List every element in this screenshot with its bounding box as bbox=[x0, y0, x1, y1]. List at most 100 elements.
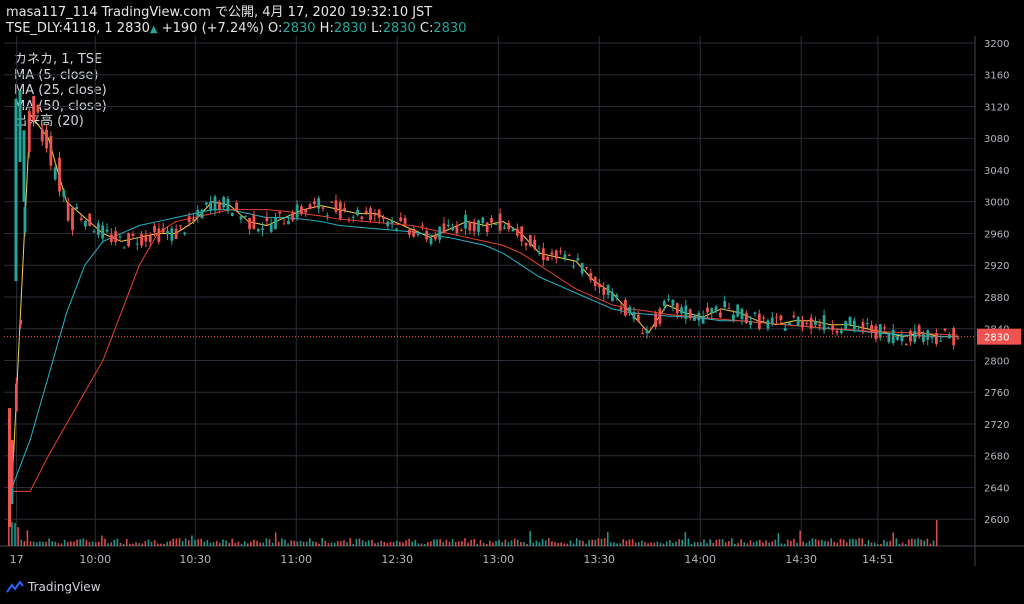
candle-body bbox=[377, 209, 381, 218]
volume-bar bbox=[324, 540, 327, 546]
volume-bar bbox=[200, 538, 203, 546]
volume-bar bbox=[504, 539, 507, 546]
last-price: 2830 bbox=[116, 21, 150, 36]
volume-bar bbox=[476, 543, 479, 546]
volume-bar bbox=[327, 543, 330, 546]
ma-line bbox=[11, 113, 958, 488]
volume-bar bbox=[911, 538, 913, 546]
candle-body bbox=[148, 235, 152, 242]
candle-body bbox=[671, 299, 675, 306]
volume-bar bbox=[433, 539, 435, 546]
volume-bar bbox=[194, 540, 196, 546]
candle-body bbox=[343, 208, 347, 211]
volume-bar bbox=[551, 541, 553, 546]
volume-bar bbox=[675, 541, 677, 546]
volume-bar bbox=[600, 538, 603, 546]
candle-body bbox=[127, 233, 131, 247]
volume-bar bbox=[864, 543, 867, 546]
volume-bar bbox=[253, 539, 255, 546]
candle-body bbox=[433, 234, 437, 240]
candle-body bbox=[347, 219, 351, 221]
volume-bar bbox=[448, 541, 451, 546]
volume-bar bbox=[563, 543, 566, 546]
volume-bar bbox=[681, 539, 684, 546]
volume-bar bbox=[842, 539, 845, 546]
volume-bar bbox=[582, 540, 584, 546]
legend-ma25[interactable]: MA (25, close) bbox=[14, 83, 107, 98]
volume-bar bbox=[628, 539, 631, 546]
volume-bar bbox=[374, 543, 376, 546]
legend-symbol[interactable]: カネカ, 1, TSE bbox=[14, 52, 103, 67]
volume-bar bbox=[451, 539, 454, 546]
candle-body bbox=[105, 229, 109, 232]
candle-body bbox=[602, 287, 606, 295]
volume-bar bbox=[361, 540, 364, 546]
candle-body bbox=[10, 482, 14, 504]
candle-body bbox=[511, 228, 515, 232]
candle-body bbox=[84, 220, 87, 227]
volume-bar bbox=[321, 538, 324, 546]
volume-bar bbox=[597, 538, 600, 546]
volume-bar bbox=[709, 539, 711, 546]
candle-body bbox=[585, 267, 588, 269]
candle-body bbox=[503, 227, 506, 229]
candle-body bbox=[844, 321, 848, 329]
volume-bar bbox=[377, 542, 379, 546]
candle-body bbox=[287, 220, 290, 225]
volume-bar bbox=[541, 538, 544, 546]
candle-body bbox=[766, 320, 770, 329]
candle-body bbox=[75, 207, 79, 209]
volume-bar bbox=[371, 539, 373, 546]
candle-body bbox=[356, 209, 359, 216]
volume-bar bbox=[333, 542, 336, 546]
volume-bar bbox=[712, 542, 715, 546]
volume-bar bbox=[26, 530, 29, 546]
candle-body bbox=[654, 313, 658, 328]
candle-body bbox=[628, 307, 632, 313]
y-tick-label: 3080 bbox=[984, 134, 1009, 145]
volume-bar bbox=[479, 540, 482, 546]
candle-body bbox=[8, 408, 11, 528]
candle-body bbox=[36, 105, 40, 113]
volume-bar bbox=[386, 543, 389, 546]
volume-bar bbox=[312, 541, 314, 546]
candle-body bbox=[179, 225, 182, 227]
volume-bar bbox=[274, 532, 277, 546]
candle-body bbox=[537, 251, 541, 253]
volume-bar bbox=[101, 535, 103, 546]
volume-bar bbox=[228, 542, 230, 546]
candle-body bbox=[779, 315, 783, 321]
volume-bar bbox=[445, 539, 448, 546]
volume-bar bbox=[364, 541, 367, 546]
candle-body bbox=[416, 233, 420, 235]
candle-body bbox=[386, 221, 390, 227]
volume-bar bbox=[464, 538, 466, 546]
volume-bar bbox=[833, 541, 836, 546]
candle-body bbox=[408, 229, 411, 235]
volume-bar bbox=[70, 541, 72, 546]
x-tick-label: 13:30 bbox=[583, 553, 615, 566]
volume-bar bbox=[516, 539, 519, 546]
volume-bar bbox=[799, 530, 801, 546]
volume-bar bbox=[299, 540, 302, 546]
candle-body bbox=[900, 336, 904, 342]
volume-bar bbox=[845, 542, 848, 546]
candle-body bbox=[222, 196, 226, 208]
volume-bar bbox=[119, 542, 122, 546]
volume-bar bbox=[870, 542, 873, 546]
candle-body bbox=[382, 217, 385, 219]
legend-volume[interactable]: 出来高 (20) bbox=[14, 114, 84, 129]
candle-body bbox=[101, 225, 105, 239]
volume-bar bbox=[656, 541, 659, 546]
candle-body bbox=[135, 243, 139, 245]
candle-body bbox=[468, 221, 472, 231]
candle-body bbox=[122, 247, 126, 249]
candle-body bbox=[22, 130, 26, 202]
volume-bar bbox=[606, 532, 609, 546]
volume-bar bbox=[547, 538, 550, 546]
candle-body bbox=[226, 198, 230, 212]
y-tick-label: 2680 bbox=[984, 452, 1009, 463]
volume-bar bbox=[482, 542, 485, 546]
volume-bar bbox=[811, 538, 814, 546]
